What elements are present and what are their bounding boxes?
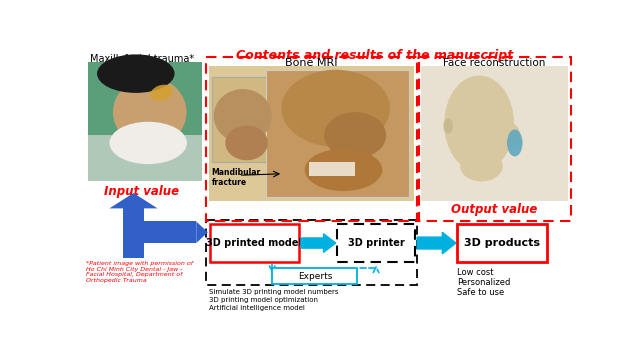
- Ellipse shape: [503, 124, 520, 147]
- Text: Safe to use: Safe to use: [458, 288, 505, 297]
- Bar: [266, 70, 410, 197]
- Text: Low cost: Low cost: [458, 268, 494, 277]
- Polygon shape: [196, 221, 208, 243]
- Bar: [272, 268, 358, 284]
- Polygon shape: [417, 232, 456, 254]
- Ellipse shape: [324, 112, 386, 159]
- Polygon shape: [109, 193, 157, 208]
- Text: Output value: Output value: [451, 203, 538, 216]
- Text: Input value: Input value: [104, 185, 180, 198]
- Text: Artificial intelligence model: Artificial intelligence model: [209, 305, 305, 311]
- Ellipse shape: [150, 85, 173, 101]
- Text: 3D printer: 3D printer: [348, 238, 404, 248]
- Ellipse shape: [225, 126, 268, 160]
- Bar: [308, 162, 355, 176]
- Bar: [88, 62, 202, 181]
- Bar: [458, 224, 547, 262]
- Text: 3D printing model optimization: 3D printing model optimization: [209, 297, 317, 303]
- Bar: [123, 208, 145, 258]
- Text: 3D products: 3D products: [463, 238, 540, 248]
- Bar: [210, 224, 300, 262]
- Bar: [212, 77, 289, 162]
- Text: Mandibular
fracture: Mandibular fracture: [212, 167, 261, 187]
- Text: Face reconstruction: Face reconstruction: [444, 58, 546, 68]
- Bar: [421, 66, 568, 201]
- Ellipse shape: [444, 118, 452, 134]
- Polygon shape: [301, 234, 336, 252]
- Ellipse shape: [507, 130, 522, 156]
- Ellipse shape: [305, 149, 382, 191]
- Text: Experts: Experts: [298, 272, 332, 281]
- Text: Simulate 3D printing model numbers: Simulate 3D printing model numbers: [209, 289, 338, 295]
- Text: Bone MRI: Bone MRI: [285, 58, 338, 68]
- Bar: [206, 220, 417, 285]
- Text: Personalized: Personalized: [458, 278, 511, 287]
- Ellipse shape: [282, 70, 390, 147]
- Bar: [206, 57, 417, 221]
- Text: *Patient image with permission of
Ho Chi Minh City Dental - Jaw -
Facial Hospita: *Patient image with permission of Ho Chi…: [86, 261, 193, 283]
- Text: Contents and results of the manuscript: Contents and results of the manuscript: [236, 49, 513, 62]
- Ellipse shape: [444, 76, 514, 172]
- Ellipse shape: [113, 77, 187, 147]
- Bar: [123, 221, 196, 243]
- Bar: [419, 57, 571, 221]
- Bar: [88, 135, 202, 181]
- Text: 3D printed model: 3D printed model: [206, 238, 302, 248]
- Ellipse shape: [109, 122, 187, 164]
- Ellipse shape: [97, 54, 175, 93]
- Bar: [337, 224, 415, 262]
- Text: Maxillofacial trauma*: Maxillofacial trauma*: [90, 54, 194, 64]
- Ellipse shape: [460, 151, 503, 181]
- Ellipse shape: [214, 89, 272, 143]
- Bar: [209, 66, 414, 201]
